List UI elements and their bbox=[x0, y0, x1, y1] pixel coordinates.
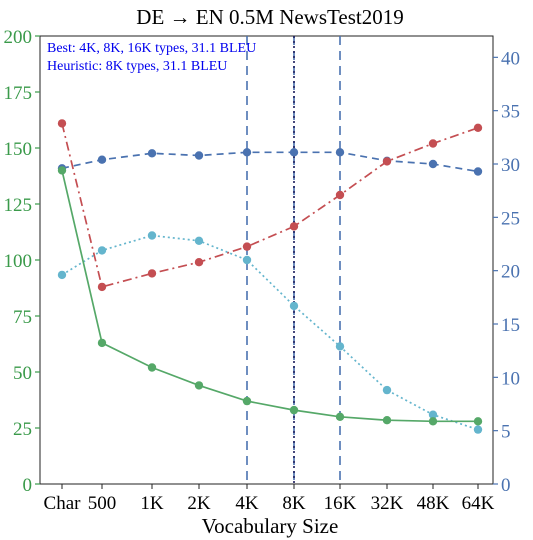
series-2-point bbox=[242, 255, 252, 265]
series-3-point bbox=[382, 416, 392, 425]
x-tick-label-8K: 8K bbox=[282, 493, 306, 514]
series-3-point bbox=[57, 166, 67, 175]
left-tick-label: 125 bbox=[4, 195, 33, 216]
series-2-point bbox=[97, 246, 107, 255]
series-1-point bbox=[242, 242, 252, 251]
series-2-point bbox=[382, 385, 392, 395]
series-1-point bbox=[57, 119, 67, 128]
right-tick-label: 15 bbox=[501, 315, 520, 336]
x-tick-label-2K: 2K bbox=[187, 493, 211, 514]
chart-title: DE → EN 0.5M NewsTest2019 bbox=[136, 5, 403, 29]
series-2-point bbox=[194, 236, 204, 245]
series-1-point bbox=[428, 139, 438, 148]
plot-area: 0 25 50 75 100 125 150 175 200 0 5 10 15 20 25 30 35 40 Ch… bbox=[4, 27, 521, 514]
series-0-point bbox=[242, 148, 252, 157]
x-tick-label-48K: 48K bbox=[417, 493, 450, 514]
right-tick-label: 10 bbox=[501, 368, 520, 389]
series-line-0 bbox=[61, 151, 479, 173]
right-tick-label: 0 bbox=[501, 475, 511, 496]
series-1-point bbox=[289, 222, 299, 231]
series-0-point bbox=[289, 148, 299, 157]
series-line-3 bbox=[61, 170, 478, 423]
series-3-point bbox=[428, 417, 438, 426]
series-2-point bbox=[473, 425, 483, 434]
series-1-point bbox=[382, 157, 392, 166]
series-2-point bbox=[289, 301, 299, 311]
x-tick-label-Char: Char bbox=[44, 493, 82, 514]
series-1-point bbox=[335, 190, 345, 200]
plot-frame bbox=[39, 35, 494, 485]
x-tick-label-32K: 32K bbox=[371, 493, 404, 514]
series-3-point bbox=[97, 338, 107, 348]
left-tick-label: 75 bbox=[13, 307, 32, 328]
right-tick-label: 20 bbox=[501, 262, 520, 283]
series-1-point bbox=[97, 282, 107, 292]
series-3-point bbox=[147, 363, 157, 372]
left-tick-label: 150 bbox=[4, 139, 33, 160]
right-tick-label: 40 bbox=[501, 48, 520, 69]
series-line-2 bbox=[61, 234, 479, 431]
series-0-point bbox=[194, 151, 204, 160]
series-1-point bbox=[147, 269, 157, 278]
series-0-point bbox=[147, 149, 157, 158]
series-0-point bbox=[335, 148, 345, 157]
series-3-point bbox=[335, 412, 345, 421]
x-tick-label-16K: 16K bbox=[324, 493, 357, 514]
series-0-point bbox=[428, 159, 438, 169]
series-1-point bbox=[194, 258, 204, 267]
x-tick-label-1K: 1K bbox=[140, 493, 164, 514]
series-3-point bbox=[194, 381, 204, 390]
series-0-point bbox=[473, 167, 483, 176]
x-tick-label-500: 500 bbox=[88, 493, 117, 514]
series-2-point bbox=[147, 231, 157, 240]
series-3-point bbox=[242, 396, 252, 406]
series-2-point bbox=[428, 410, 438, 419]
series-3-point bbox=[289, 405, 299, 415]
annotation-heuristic: Heuristic: 8K types, 31.1 BLEU bbox=[47, 59, 227, 74]
annotation-best: Best: 4K, 8K, 16K types, 31.1 BLEU bbox=[47, 41, 256, 56]
left-tick-label: 175 bbox=[4, 83, 33, 104]
series-3-point bbox=[473, 417, 483, 426]
right-tick-label: 35 bbox=[501, 102, 520, 123]
left-tick-label: 0 bbox=[23, 475, 33, 496]
series-1-point bbox=[473, 123, 483, 132]
series-2-point bbox=[57, 270, 67, 280]
x-tick-label-64K: 64K bbox=[462, 493, 495, 514]
series-2-point bbox=[335, 342, 345, 351]
left-tick-label: 50 bbox=[13, 363, 32, 384]
series-line-1 bbox=[61, 123, 479, 288]
x-tick-label-4K: 4K bbox=[235, 493, 259, 514]
left-tick-label: 200 bbox=[4, 27, 33, 48]
right-tick-label: 30 bbox=[501, 155, 520, 176]
right-tick-label: 25 bbox=[501, 208, 520, 229]
x-axis-label: Vocabulary Size bbox=[202, 514, 339, 538]
left-tick-label: 25 bbox=[13, 419, 32, 440]
left-tick-label: 100 bbox=[4, 251, 33, 272]
series-0-point bbox=[97, 155, 107, 164]
right-tick-label: 5 bbox=[501, 422, 511, 443]
